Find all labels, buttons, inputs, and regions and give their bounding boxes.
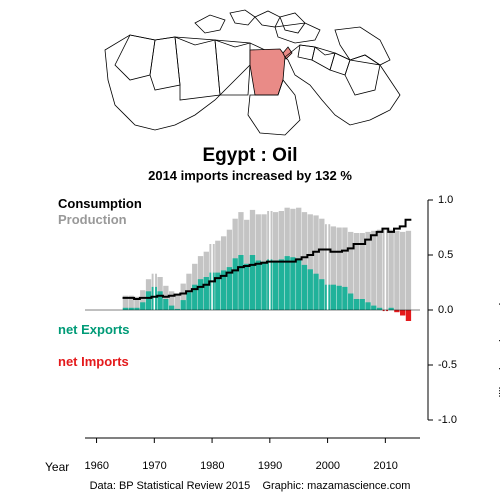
y-tick: 1.0: [438, 194, 453, 206]
x-axis-label: Year: [45, 460, 69, 474]
credits: Data: BP Statistical Review 2015 Graphic…: [0, 480, 500, 492]
y-tick: 0.5: [438, 249, 453, 261]
x-tick: 1990: [258, 460, 282, 472]
y-tick: -0.5: [438, 359, 457, 371]
x-tick: 2010: [373, 460, 397, 472]
y-axis-label: million barrels per day: [496, 290, 500, 407]
map-region: [100, 5, 410, 140]
x-tick: 2000: [316, 460, 340, 472]
x-tick: 1970: [142, 460, 166, 472]
chart-title: Egypt : Oil: [0, 145, 500, 167]
chart-subtitle: 2014 imports increased by 132 %: [0, 168, 500, 183]
chart: [40, 190, 460, 445]
x-tick: 1980: [200, 460, 224, 472]
y-tick: -1.0: [438, 414, 457, 426]
x-tick: 1960: [85, 460, 109, 472]
y-tick: 0.0: [438, 304, 453, 316]
